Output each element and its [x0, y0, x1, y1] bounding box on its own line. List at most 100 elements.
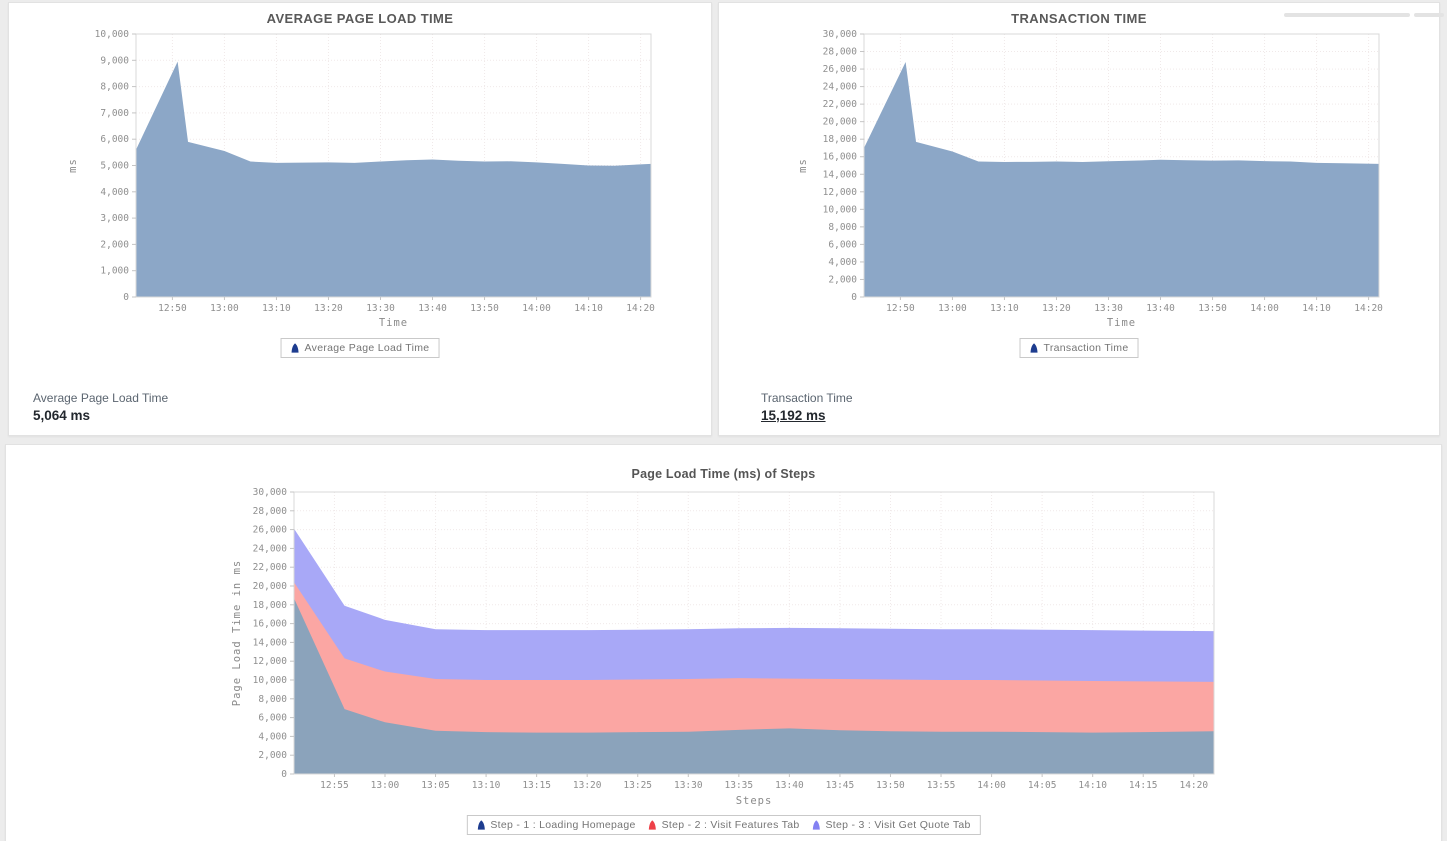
- area-series-icon: [1030, 343, 1038, 353]
- legend-label: Step - 1 : Loading Homepage: [490, 819, 636, 831]
- y-axis-label: Page Load Time in ms: [231, 560, 243, 706]
- x-tick-label: 14:15: [1129, 780, 1158, 791]
- legend-item-average-page-load-time[interactable]: Average Page Load Time: [291, 342, 430, 354]
- x-tick-label: 14:00: [977, 780, 1006, 791]
- legend-item-step-1-loading-homepage[interactable]: Step - 1 : Loading Homepage: [476, 819, 635, 831]
- y-tick-label: 18,000: [823, 134, 858, 145]
- x-tick-label: 12:50: [158, 303, 187, 314]
- x-tick-label: 13:20: [314, 303, 343, 314]
- x-tick-label: 13:50: [1198, 303, 1227, 314]
- y-tick-label: 22,000: [253, 562, 288, 573]
- y-tick-label: 30,000: [823, 29, 858, 40]
- x-tick-label: 13:25: [623, 780, 652, 791]
- x-tick-label: 13:55: [927, 780, 956, 791]
- page-load-time-of-steps-chart[interactable]: 0 2,000 4,000 6,000 8,000 10,000 12,000 14,000 1…: [226, 485, 1236, 819]
- y-axis-label: ms: [67, 158, 79, 173]
- y-tick-label: 5,000: [100, 161, 129, 172]
- y-tick-label: 2,000: [100, 239, 129, 250]
- y-tick-label: 6,000: [100, 134, 129, 145]
- x-tick-label: 13:20: [1042, 303, 1071, 314]
- area-series-group: [136, 61, 651, 297]
- legend-item-step-3-visit-get-quote-tab[interactable]: Step - 3 : Visit Get Quote Tab: [811, 819, 970, 831]
- y-tick-label: 28,000: [253, 506, 288, 517]
- area-series-step-1-loading-homepage[interactable]: [294, 598, 1214, 774]
- y-tick-label: 4,000: [100, 187, 129, 198]
- y-tick-label: 28,000: [823, 47, 858, 58]
- x-tick-label: 14:10: [1078, 780, 1107, 791]
- y-tick-label: 4,000: [258, 731, 287, 742]
- y-tick-label: 2,000: [258, 750, 287, 761]
- y-tick-label: 8,000: [258, 694, 287, 705]
- x-tick-label: 13:10: [990, 303, 1019, 314]
- legend-item-step-2-visit-features-tab[interactable]: Step - 2 : Visit Features Tab: [648, 819, 800, 831]
- y-tick-label: 26,000: [253, 525, 288, 536]
- y-tick-label: 26,000: [823, 64, 858, 75]
- x-axis-label: Time: [1107, 317, 1136, 329]
- x-tick-label: 14:20: [626, 303, 655, 314]
- x-tick-label: 14:20: [1179, 780, 1208, 791]
- legend-label: Step - 3 : Visit Get Quote Tab: [825, 819, 971, 831]
- y-tick-label: 3,000: [100, 213, 129, 224]
- average-page-load-time-chart[interactable]: 0 1,000 2,000 3,000 4,000 5,000 6,000 7,000 8,00…: [59, 29, 703, 329]
- x-tick-label: 14:20: [1354, 303, 1383, 314]
- x-axis: 12:50 13:00 13:10 13:20 13:30 13:40 13:50 14:00…: [886, 297, 1383, 314]
- range-slider-track[interactable]: [1284, 13, 1410, 17]
- x-tick-label: 13:00: [938, 303, 967, 314]
- x-tick-label: 14:05: [1028, 780, 1057, 791]
- y-tick-label: 2,000: [828, 274, 857, 285]
- y-tick-label: 20,000: [253, 581, 288, 592]
- y-tick-label: 12,000: [253, 656, 288, 667]
- x-tick-label: 13:45: [826, 780, 855, 791]
- y-tick-label: 18,000: [253, 600, 288, 611]
- summary-value: 5,064 ms: [33, 408, 91, 423]
- x-tick-label: 13:05: [421, 780, 450, 791]
- card-transaction-time: TRANSACTION TIME 0 2,000 4,000 6,000 8,000 10…: [718, 2, 1444, 436]
- x-tick-label: 13:10: [262, 303, 291, 314]
- y-tick-label: 1,000: [100, 266, 129, 277]
- y-axis: 0 1,000 2,000 3,000 4,000 5,000 6,000 7,000 8,00…: [95, 29, 136, 303]
- x-axis: 12:55 13:00 13:05 13:10 13:15 13:20 13:25 13:30…: [320, 774, 1208, 791]
- y-tick-label: 8,000: [100, 82, 129, 93]
- y-tick-label: 12,000: [823, 187, 858, 198]
- y-axis: 0 2,000 4,000 6,000 8,000 10,000 12,000 14,000 1…: [823, 29, 864, 303]
- legend-label: Average Page Load Time: [304, 342, 430, 354]
- card-page-load-time-of-steps: Page Load Time (ms) of Steps 0 2,000 4,000…: [5, 444, 1442, 841]
- legend-item-transaction-time[interactable]: Transaction Time: [1030, 342, 1129, 354]
- summary-label: Average Page Load Time: [33, 391, 169, 405]
- legend-box: Transaction Time: [1019, 338, 1139, 358]
- chart-title-average-page-load-time: AVERAGE PAGE LOAD TIME: [266, 11, 454, 26]
- range-slider-handle[interactable]: [1414, 13, 1444, 17]
- y-tick-label: 14,000: [823, 169, 858, 180]
- y-tick-label: 10,000: [253, 675, 288, 686]
- y-tick-label: 10,000: [823, 204, 858, 215]
- x-tick-label: 14:10: [1302, 303, 1331, 314]
- x-tick-label: 14:00: [1250, 303, 1279, 314]
- x-tick-label: 13:30: [366, 303, 395, 314]
- y-tick-label: 9,000: [100, 55, 129, 66]
- plot-border: [863, 33, 1380, 298]
- x-tick-label: 14:00: [522, 303, 551, 314]
- y-tick-label: 30,000: [253, 487, 288, 498]
- x-axis-label: Time: [379, 317, 408, 329]
- area-series-average-page-load-time[interactable]: [136, 61, 651, 297]
- y-tick-label: 24,000: [253, 543, 288, 554]
- x-tick-label: 13:40: [1146, 303, 1175, 314]
- legend-box: Step - 1 : Loading Homepage Step - 2 : Vi…: [466, 815, 981, 835]
- y-tick-label: 20,000: [823, 117, 858, 128]
- summary-value-link[interactable]: 15,192 ms: [761, 408, 826, 423]
- y-tick-label: 0: [851, 292, 857, 303]
- y-tick-label: 4,000: [828, 257, 857, 268]
- x-axis-label: Steps: [736, 795, 773, 807]
- area-series-transaction-time[interactable]: [864, 62, 1379, 298]
- area-series-step-2-visit-features-tab[interactable]: [294, 582, 1214, 774]
- x-tick-label: 13:40: [775, 780, 804, 791]
- area-series-icon: [648, 820, 656, 830]
- x-tick-label: 13:15: [522, 780, 551, 791]
- x-tick-label: 13:30: [1094, 303, 1123, 314]
- area-series-icon: [812, 820, 820, 830]
- legend-label: Transaction Time: [1043, 342, 1129, 354]
- y-axis-label: ms: [797, 158, 809, 173]
- transaction-time-chart[interactable]: 0 2,000 4,000 6,000 8,000 10,000 12,000 14,000 1…: [779, 29, 1399, 329]
- area-series-icon: [291, 343, 299, 353]
